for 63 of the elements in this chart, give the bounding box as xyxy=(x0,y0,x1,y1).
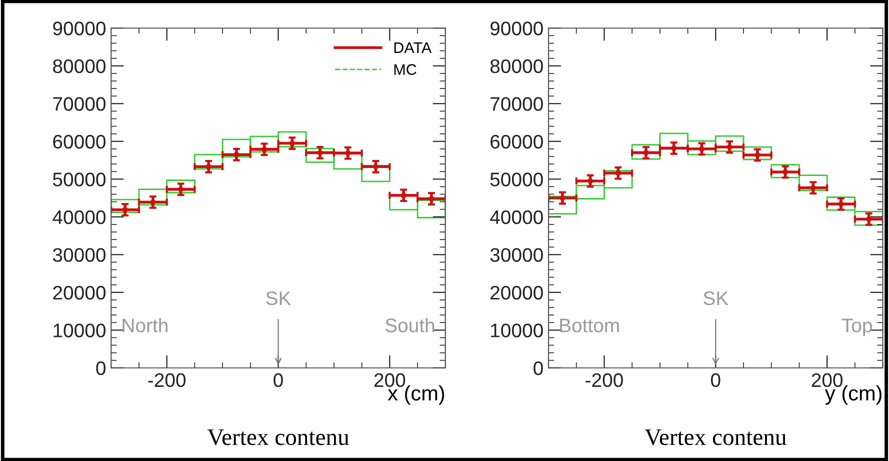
bar xyxy=(194,154,224,170)
point xyxy=(560,195,566,201)
point xyxy=(150,199,156,205)
y-tick-label: 60000 xyxy=(490,134,543,149)
point xyxy=(289,140,295,146)
legend-label: DATA xyxy=(394,42,432,53)
point xyxy=(754,152,760,158)
annotation: SK xyxy=(704,291,728,306)
y-tick-label: 10000 xyxy=(54,324,106,338)
x-tick-label: 200 xyxy=(374,373,406,388)
x-tick-label: -200 xyxy=(586,373,623,388)
bar xyxy=(361,164,390,182)
y-tick-label: 40000 xyxy=(52,210,106,224)
legend-label: MC xyxy=(394,64,416,75)
y-tick-label: 90000 xyxy=(53,22,106,36)
point xyxy=(206,164,212,170)
annotation: SK xyxy=(266,291,292,306)
y-tick-label: 30000 xyxy=(490,248,543,262)
point xyxy=(615,170,621,176)
y-tick-label: 80000 xyxy=(490,59,543,74)
y-tick-label: 90000 xyxy=(490,22,543,36)
point xyxy=(178,186,184,192)
point xyxy=(122,206,128,212)
y-tick-label: 80000 xyxy=(53,59,106,74)
y-tick-label: 0 xyxy=(96,361,106,376)
y-tick-label: 40000 xyxy=(490,210,543,224)
point xyxy=(838,201,844,207)
point xyxy=(317,150,323,156)
y-tick-label: 50000 xyxy=(52,172,106,186)
x-tick-label: 0 xyxy=(274,373,283,388)
y-tick-label: 20000 xyxy=(53,286,106,300)
y-tick-label: 10000 xyxy=(491,324,543,338)
x-tick-label: 200 xyxy=(812,373,843,388)
bar xyxy=(111,198,140,214)
point xyxy=(400,192,406,198)
y-tick-label: 30000 xyxy=(52,248,106,262)
y-tick-label: 0 xyxy=(534,361,543,376)
y-tick-label: 60000 xyxy=(53,134,106,149)
annotation: North xyxy=(122,318,168,332)
annotation: Bottom xyxy=(560,318,619,332)
y-tick-label: 70000 xyxy=(490,97,543,111)
annotation: South xyxy=(385,318,434,332)
x-tick-label: -200 xyxy=(148,373,186,388)
point xyxy=(588,178,594,184)
point xyxy=(698,146,704,152)
x-tick-label: 0 xyxy=(711,373,720,388)
point xyxy=(345,150,351,156)
point xyxy=(671,145,677,151)
point xyxy=(262,146,268,152)
point xyxy=(782,169,788,175)
point xyxy=(234,152,240,158)
point xyxy=(810,185,816,191)
annotation: Top xyxy=(842,318,872,336)
text: Vertex contenu xyxy=(207,429,349,446)
y-tick-label: 70000 xyxy=(53,97,106,111)
text: Vertex contenu xyxy=(644,429,786,446)
point xyxy=(726,144,732,150)
point xyxy=(428,196,434,202)
point xyxy=(866,216,872,222)
point xyxy=(372,164,379,170)
y-tick-label: 50000 xyxy=(490,172,543,186)
point xyxy=(643,150,649,156)
y-tick-label: 20000 xyxy=(490,286,543,300)
